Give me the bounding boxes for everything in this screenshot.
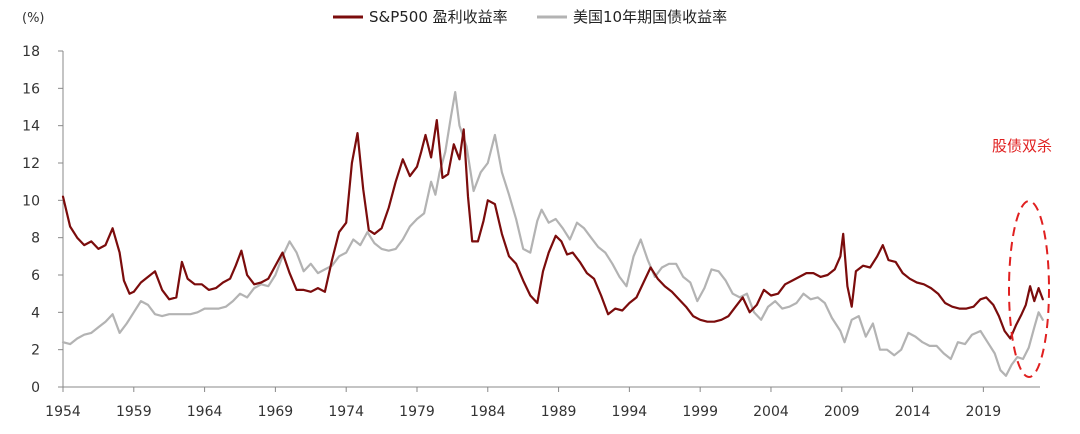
y-tick-label: 8	[31, 231, 40, 247]
y-tick-label: 6	[31, 268, 40, 284]
x-tick-label: 1959	[116, 404, 152, 420]
series-line-us-10y-yield	[61, 90, 1044, 377]
x-tick-label: 1984	[470, 404, 506, 420]
x-tick-label: 1979	[399, 404, 435, 420]
y-tick-label: 2	[31, 343, 40, 359]
legend: S&P500 盈利收益率 美国10年期国债收益率	[333, 8, 727, 26]
x-tick-label: 1964	[187, 404, 223, 420]
x-tick-label: 2014	[895, 404, 931, 420]
x-tick-label: 1999	[682, 404, 718, 420]
x-tick-label: 2004	[753, 404, 789, 420]
x-tick-label: 2009	[824, 404, 860, 420]
legend-label-sp500: S&P500 盈利收益率	[369, 8, 508, 26]
axes: 0 2 4 6 8 10 12 14 16 18 1954 1959 1964 1969 1974 1979 1…	[22, 44, 1040, 420]
annotations: 股债双杀	[992, 137, 1052, 378]
series-line-sp500-earnings-yield	[61, 118, 1044, 340]
x-tick-label: 1994	[612, 404, 648, 420]
x-tick-label: 1969	[258, 404, 294, 420]
x-tick-label: 2019	[966, 404, 1002, 420]
y-tick-label: 14	[22, 119, 40, 135]
y-tick-label: 4	[31, 305, 40, 321]
y-axis-unit: (%)	[22, 11, 45, 26]
plot-area	[61, 90, 1044, 377]
x-tick-label: 1989	[541, 404, 577, 420]
y-tick-label: 10	[22, 193, 40, 209]
annotation-label: 股债双杀	[992, 137, 1052, 155]
y-tick-label: 16	[22, 81, 40, 97]
legend-label-us10y: 美国10年期国债收益率	[573, 8, 727, 26]
highlight-ellipse	[1008, 200, 1050, 378]
y-tick-label: 12	[22, 156, 40, 172]
y-tick-label: 0	[31, 380, 40, 396]
y-tick-label: 18	[22, 44, 40, 60]
x-tick-label: 1974	[328, 404, 364, 420]
x-tick-label: 1954	[45, 404, 81, 420]
